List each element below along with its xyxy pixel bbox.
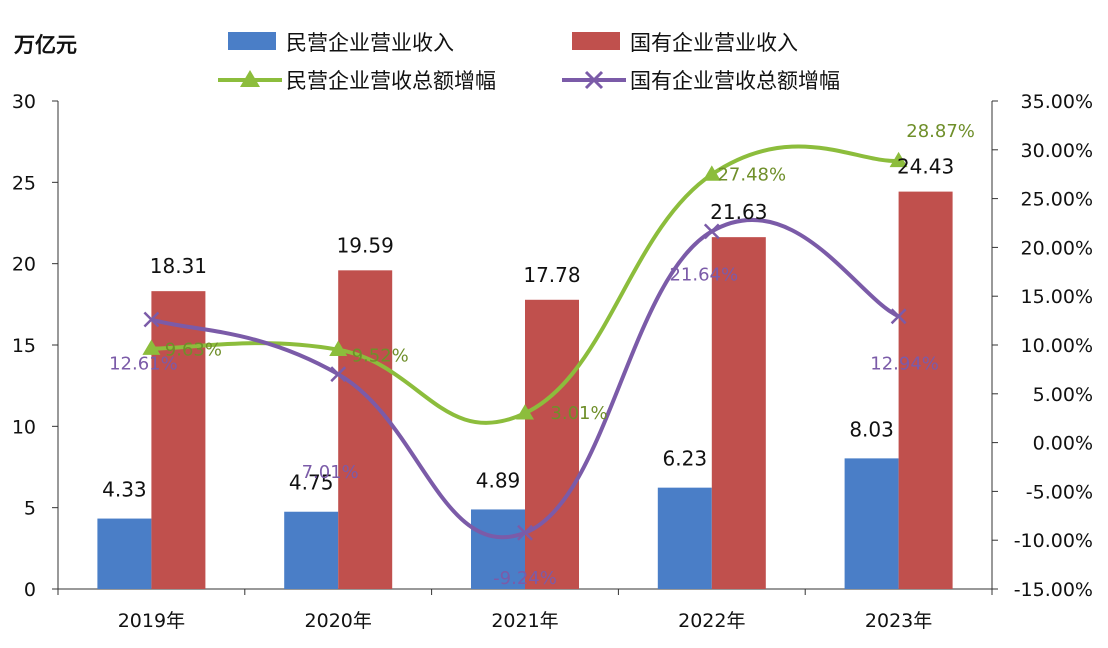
x-tick-label: 2019年 — [118, 610, 185, 632]
x-marker-stroke — [143, 311, 160, 328]
y-right-tick-label: -10.00% — [1014, 530, 1093, 552]
legend-triangle-marker — [240, 70, 260, 87]
legend-label: 民营企业营收总额增幅 — [286, 69, 496, 93]
bar — [338, 270, 393, 589]
line-value-label: 9.52% — [352, 346, 409, 367]
bar — [657, 487, 712, 589]
x-marker-stroke — [703, 223, 720, 240]
y-right-tick-label: -15.00% — [1014, 579, 1093, 601]
bar-value-label: 19.59 — [337, 233, 394, 257]
triangle-marker — [142, 339, 161, 355]
data-labels: 4.33 4.75 4.89 6.23 8.03 18.31 19.59 17.78 21.63… — [102, 121, 975, 589]
x-marker-stroke — [890, 308, 907, 325]
triangle-marker — [329, 340, 348, 356]
line-series — [151, 144, 899, 425]
bar — [898, 191, 953, 589]
y-left-tick-label: 15 — [12, 335, 36, 357]
triangle-marker — [516, 404, 534, 420]
line-value-label: 7.01% — [302, 462, 359, 483]
y-right-tick-label: 0.00% — [1033, 433, 1093, 455]
triangle-marker — [702, 165, 721, 181]
bar — [711, 237, 766, 590]
bar-value-label: 8.03 — [849, 417, 894, 441]
x-marker — [330, 366, 347, 383]
y-left-tick-label: 0 — [24, 579, 36, 601]
bar — [471, 509, 525, 589]
line-value-label: 21.64% — [669, 264, 738, 285]
bar — [844, 458, 899, 589]
y-right-tick-label: 5.00% — [1033, 384, 1093, 406]
bar — [151, 291, 206, 589]
x-marker-stroke — [517, 524, 533, 541]
x-marker — [143, 311, 160, 328]
x-marker — [517, 524, 533, 541]
bar-value-label: 4.33 — [102, 478, 147, 502]
x-tick-label: 2021年 — [491, 610, 558, 632]
triangle-marker — [889, 151, 908, 168]
y-right-tick-label: 35.00% — [1021, 91, 1093, 113]
x-tick-label: 2023年 — [865, 610, 932, 632]
bar-value-label: 4.75 — [289, 471, 334, 495]
legend-swatch — [572, 32, 620, 50]
x-marker — [703, 223, 720, 240]
bar — [284, 511, 339, 589]
bar-value-label: 4.89 — [476, 468, 521, 492]
y-axis-unit-label: 万亿元 — [13, 33, 77, 57]
x-tick-label: 2020年 — [305, 610, 372, 632]
y-right-tick-label: 10.00% — [1021, 335, 1093, 357]
x-marker-stroke — [330, 366, 347, 383]
y-left-tick-label: 10 — [12, 416, 36, 438]
line-series — [150, 217, 900, 540]
y-right-tick-label: 30.00% — [1021, 140, 1093, 162]
line-value-label: 12.61% — [109, 354, 178, 375]
legend-label: 民营企业营业收入 — [286, 31, 454, 55]
y-left-tick-label: 25 — [12, 172, 36, 194]
x-tick-label: 2022年 — [678, 610, 745, 632]
legend-label: 国有企业营业收入 — [630, 31, 798, 55]
x-marker — [890, 308, 907, 325]
y-left-tick-label: 20 — [12, 254, 36, 276]
bar-value-label: 21.63 — [710, 200, 767, 224]
line-value-label: 12.94% — [870, 353, 939, 374]
lines — [142, 144, 908, 541]
bar-value-label: 17.78 — [523, 263, 580, 287]
line-value-label: -9.24% — [493, 568, 557, 589]
bar — [525, 299, 579, 589]
legend-swatch — [228, 32, 276, 50]
line-value-label: 28.87% — [906, 121, 975, 142]
legend-label: 国有企业营收总额增幅 — [630, 69, 840, 93]
bar-value-label: 24.43 — [897, 155, 954, 179]
bars — [97, 191, 953, 590]
bar-value-label: 18.31 — [150, 254, 207, 278]
bar — [97, 518, 152, 589]
y-right-tick-label: 20.00% — [1021, 237, 1093, 259]
y-left-tick-label: 30 — [12, 91, 36, 113]
y-left-tick-label: 5 — [24, 498, 36, 520]
y-right-tick-label: 15.00% — [1021, 286, 1093, 308]
legend-x-marker — [584, 70, 604, 90]
axes: 0 5 10 15 20 25 30 -15.00% -10.00% -5.00% 0.00% 5.0… — [12, 91, 1093, 632]
bar-value-label: 6.23 — [663, 447, 708, 471]
line-value-label: 27.48% — [717, 164, 786, 185]
y-right-tick-label: 25.00% — [1021, 189, 1093, 211]
line-value-label: 9.63% — [165, 340, 222, 361]
line-value-label: 3.01% — [550, 403, 607, 424]
y-right-tick-label: -5.00% — [1026, 481, 1093, 503]
